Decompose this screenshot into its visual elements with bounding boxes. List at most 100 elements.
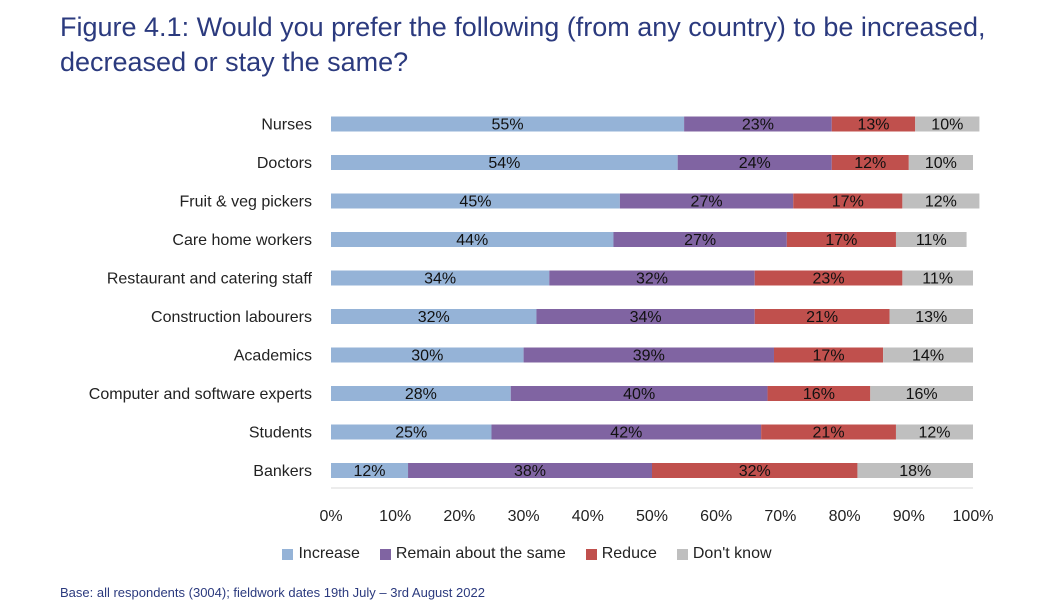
bar-segment <box>510 386 768 401</box>
bar-segment <box>793 193 903 209</box>
category-label: Construction labourers <box>151 309 312 326</box>
bar-segment <box>549 270 755 286</box>
bar-segment <box>857 463 973 478</box>
data-label: 10% <box>931 117 963 134</box>
x-tick-label: 30% <box>508 508 540 525</box>
bar-segment <box>786 232 896 247</box>
bar-segment <box>677 155 832 170</box>
data-label: 23% <box>742 117 774 134</box>
category-label: Nurses <box>261 117 312 134</box>
x-tick-label: 70% <box>764 508 796 525</box>
data-label: 27% <box>684 232 716 249</box>
data-label: 11% <box>916 232 947 249</box>
legend-swatch <box>379 548 391 560</box>
data-label: 54% <box>488 155 520 172</box>
data-label: 12% <box>354 463 386 480</box>
bar-segment <box>331 270 550 286</box>
data-label: 16% <box>803 386 835 403</box>
x-tick-label: 90% <box>893 508 925 525</box>
data-label: 34% <box>424 271 456 288</box>
data-label: 27% <box>691 194 723 211</box>
bar-segment <box>652 463 858 478</box>
bar-segment <box>895 232 967 247</box>
data-label: 44% <box>456 232 488 249</box>
data-label: 14% <box>912 348 944 365</box>
data-label: 39% <box>633 348 665 365</box>
category-label: Doctors <box>257 155 312 172</box>
bar-segment <box>408 463 652 478</box>
x-tick-label: 0% <box>319 508 342 525</box>
data-label: 11% <box>922 271 953 288</box>
data-label: 23% <box>813 271 845 288</box>
data-label: 21% <box>813 425 845 442</box>
category-label: Fruit & veg pickers <box>180 194 312 211</box>
footnote: Base: all respondents (3004); fieldwork … <box>60 585 485 600</box>
bar-segment <box>754 270 903 286</box>
bar-segment <box>491 424 762 440</box>
bar-segment <box>902 270 973 286</box>
bar-segment <box>908 155 973 170</box>
data-label: 17% <box>832 194 864 211</box>
data-label: 34% <box>630 309 662 326</box>
category-label: Students <box>249 425 312 442</box>
legend-swatch <box>585 548 597 560</box>
data-label: 12% <box>854 155 886 172</box>
bar-segment <box>761 424 896 440</box>
data-label: 38% <box>514 463 546 480</box>
bar-segment <box>331 386 511 401</box>
bar-segment <box>536 309 755 324</box>
data-label: 10% <box>925 155 957 172</box>
bar-segment <box>883 347 973 363</box>
category-label: Care home workers <box>172 232 312 249</box>
bar-segment <box>831 155 909 170</box>
category-label: Computer and software experts <box>89 386 312 403</box>
legend-label: Don't know <box>692 545 772 562</box>
data-label: 55% <box>492 117 524 134</box>
legend-label: Remain about the same <box>395 545 566 562</box>
bar-segment <box>773 347 884 363</box>
bar-segment <box>684 116 832 132</box>
data-label: 13% <box>915 309 947 326</box>
figure-title: Figure 4.1: Would you prefer the followi… <box>60 12 986 77</box>
bar-segment <box>331 309 537 324</box>
data-label: 30% <box>411 348 443 365</box>
data-label: 18% <box>899 463 931 480</box>
bar-segment <box>331 155 678 170</box>
legend-item: Don't know <box>676 545 772 563</box>
chart-legend: Increase Remain about the same Reduce Don't… <box>0 545 1054 563</box>
x-tick-label: 60% <box>700 508 732 525</box>
bar-segment <box>754 309 890 324</box>
bar-segment <box>767 386 871 401</box>
legend-item: Remain about the same <box>379 545 566 563</box>
category-label: Restaurant and catering staff <box>107 271 313 288</box>
data-label: 13% <box>857 117 889 134</box>
x-tick-label: 20% <box>443 508 475 525</box>
x-tick-label: 50% <box>636 508 668 525</box>
stacked-bar-chart: 0% 10% 20% 30% 40% 50% 60% 70% 80% 90% 100% Nurses 5… <box>89 116 994 525</box>
bar-segment <box>889 309 973 324</box>
data-label: 32% <box>739 463 771 480</box>
legend-swatch <box>676 548 688 560</box>
x-tick-label: 80% <box>829 508 861 525</box>
bar-segment <box>331 193 620 209</box>
bar-segment <box>895 424 973 440</box>
data-label: 45% <box>459 194 491 211</box>
data-label: 24% <box>739 155 771 172</box>
data-label: 12% <box>918 425 950 442</box>
bar-segment <box>523 347 774 363</box>
data-label: 42% <box>610 425 642 442</box>
legend-label: Reduce <box>601 545 657 562</box>
bar-segment <box>619 193 794 209</box>
legend-item: Reduce <box>585 545 657 563</box>
data-label: 40% <box>623 386 655 403</box>
data-label: 17% <box>813 348 845 365</box>
bar-segment <box>331 116 685 132</box>
x-tick-label: 10% <box>379 508 411 525</box>
x-tick-label: 100% <box>953 508 994 525</box>
data-label: 17% <box>825 232 857 249</box>
legend-swatch <box>282 548 294 560</box>
bar-segment <box>331 347 524 363</box>
category-label: Bankers <box>253 463 312 480</box>
data-label: 25% <box>395 425 427 442</box>
